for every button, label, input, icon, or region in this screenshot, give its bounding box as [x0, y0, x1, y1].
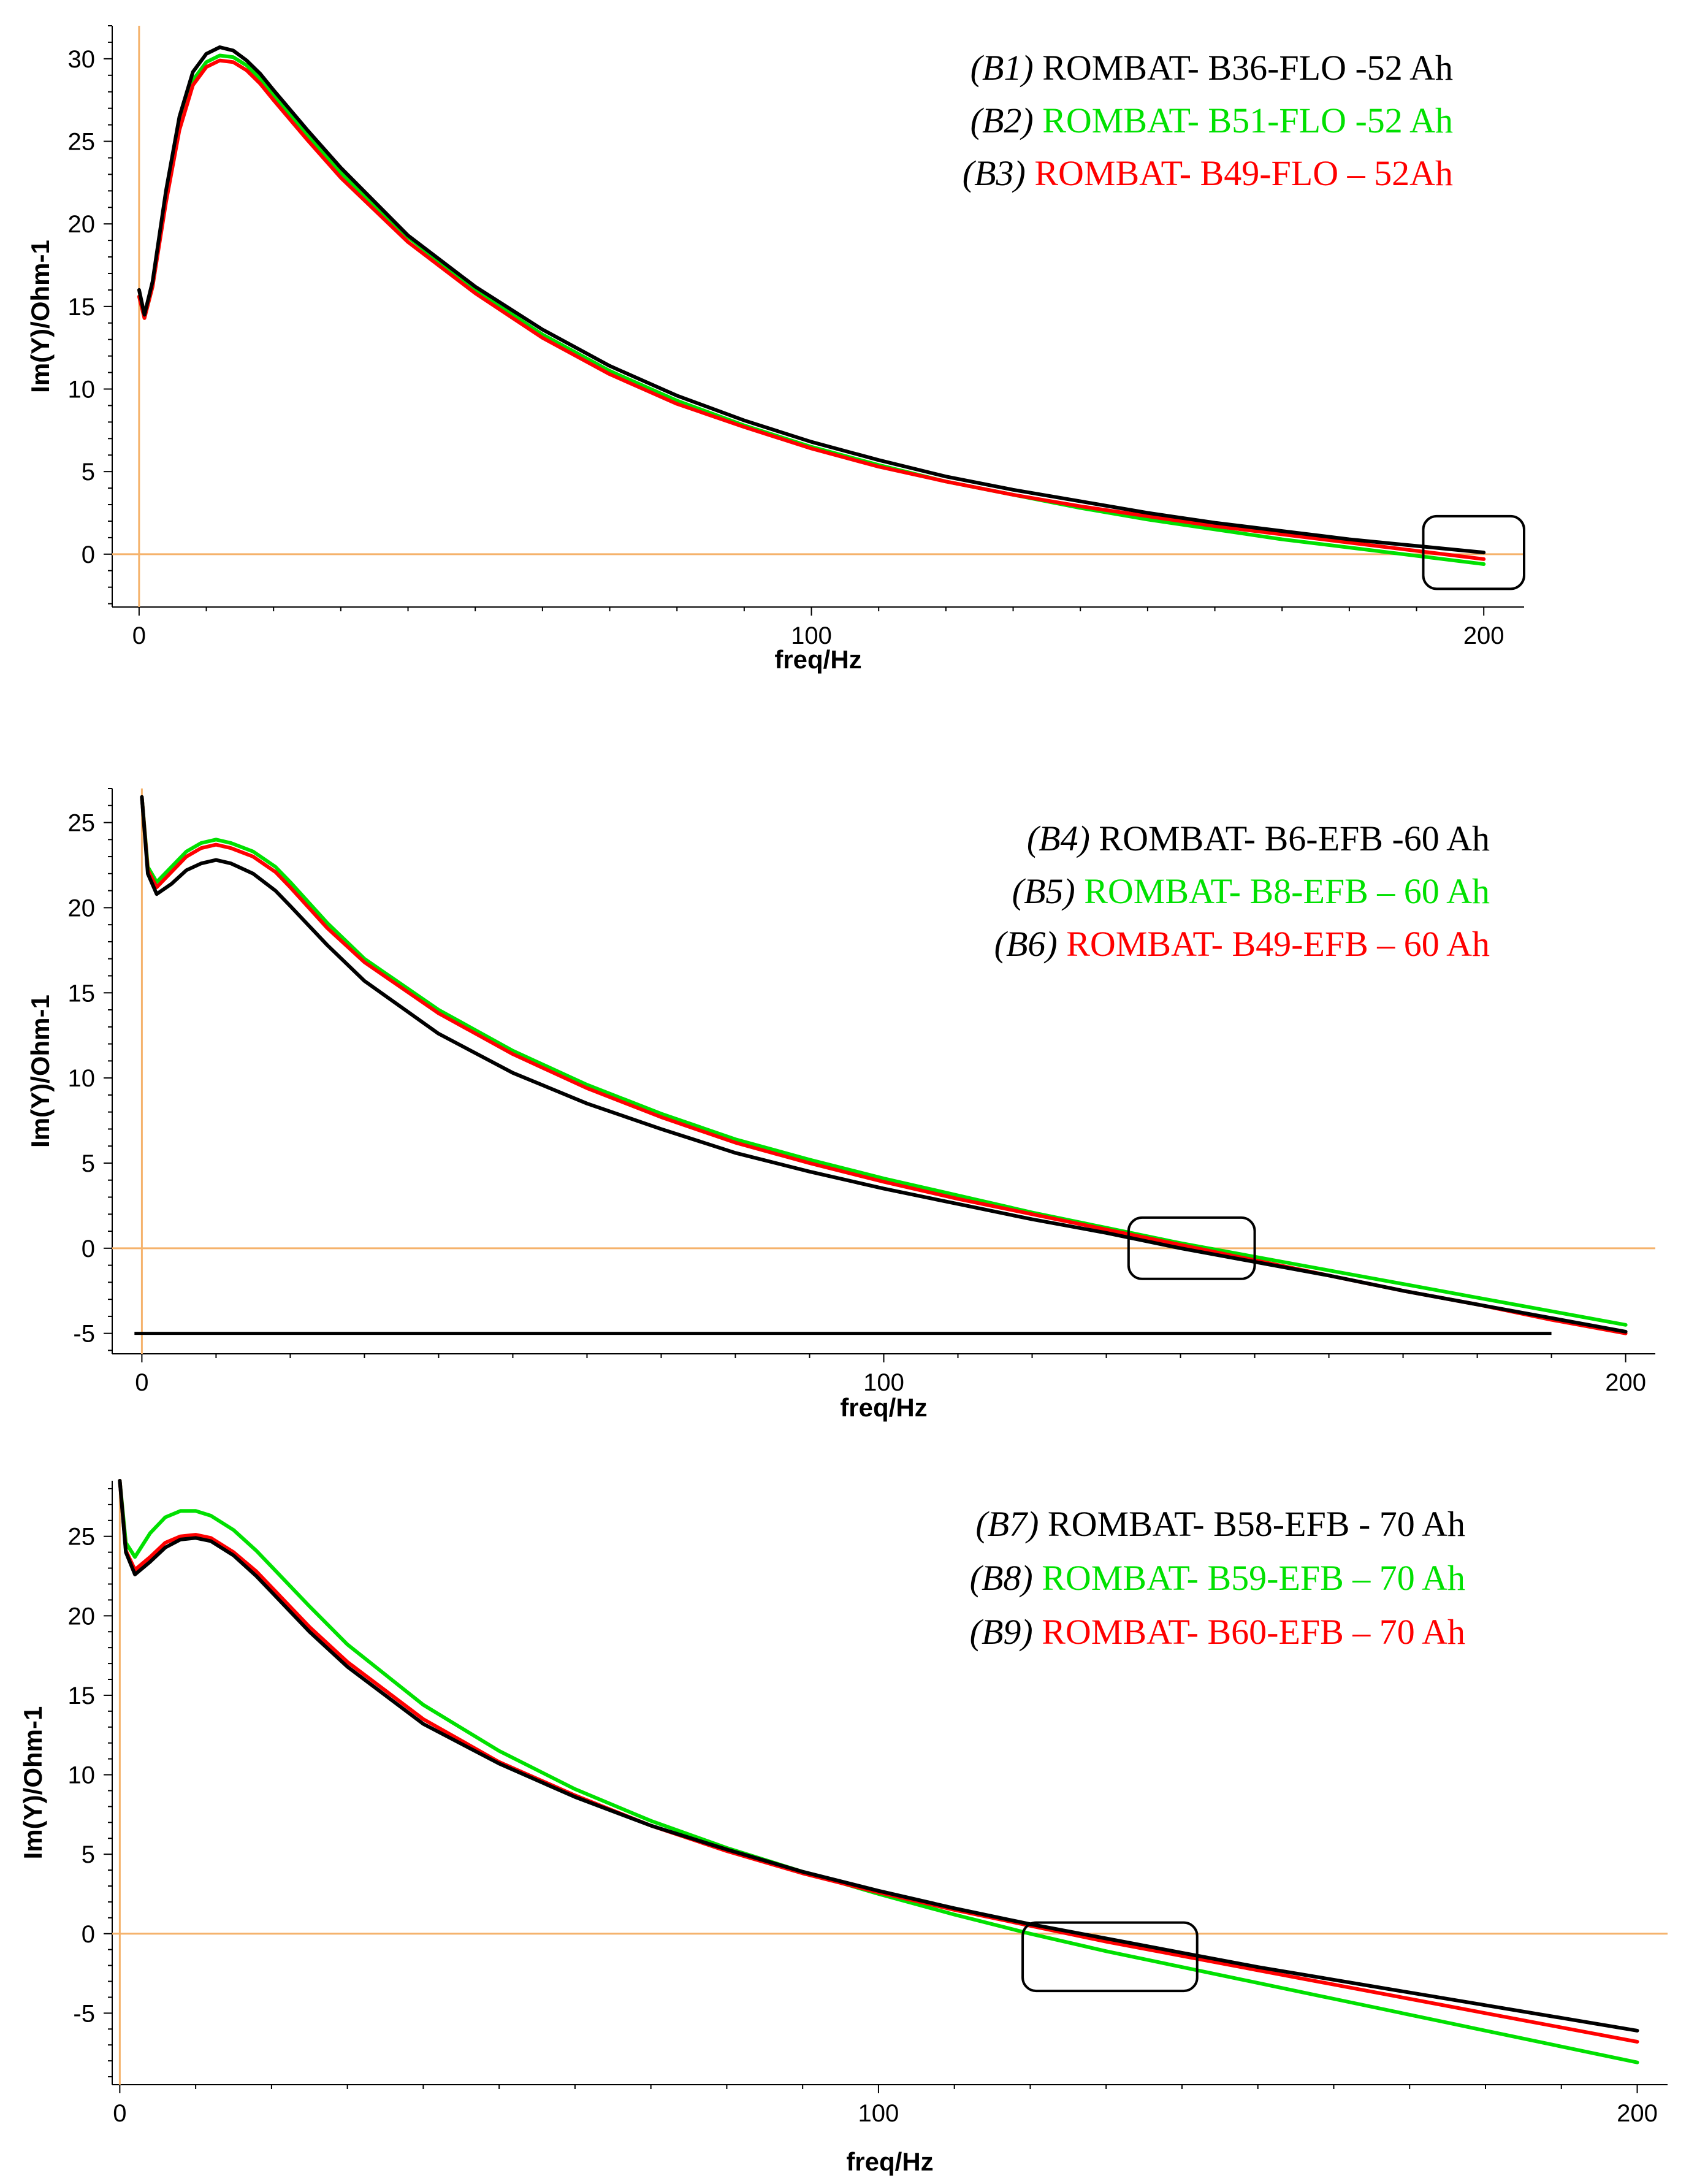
legend-entry: (B7) ROMBAT- B58-EFB - 70 Ah — [975, 1504, 1465, 1544]
chart-panel-1: 0 5 10 15 20 25 30 0 100 200 freq/Hz Im(Y)/Ohm-1 (B1… — [26, 25, 1525, 674]
highlight-box — [1422, 514, 1525, 590]
legend-entry: (B8) ROMBAT- B59-EFB – 70 Ah — [970, 1558, 1465, 1598]
y-axis-title: Im(Y)/Ohm-1 — [18, 1706, 47, 1860]
series-line-b4 — [140, 795, 1628, 1334]
series-line-b2 — [137, 53, 1486, 566]
legend-id: (B9) — [970, 1612, 1033, 1652]
x-tick-label: 0 — [113, 2100, 126, 2127]
y-tick-label: 15 — [68, 294, 96, 321]
y-tick-label: 10 — [68, 376, 96, 403]
legend-label: ROMBAT- B8-EFB – 60 Ah — [1084, 871, 1490, 911]
y-tick-label: 5 — [82, 459, 95, 486]
legend-entry: (B9) ROMBAT- B60-EFB – 70 Ah — [970, 1612, 1465, 1652]
legend-spacer — [1033, 1612, 1042, 1652]
legend-entry: (B6) ROMBAT- B49-EFB – 60 Ah — [994, 924, 1490, 964]
y-tick-label: 5 — [82, 1841, 95, 1868]
x-tick-label: 0 — [132, 622, 146, 649]
y-axis-title: Im(Y)/Ohm-1 — [26, 240, 55, 393]
legend-id: (B8) — [970, 1558, 1033, 1598]
legend-id: (B6) — [994, 924, 1058, 964]
series-line-b1 — [137, 45, 1486, 555]
legend-id: (B2) — [971, 101, 1034, 140]
legend-id: (B3) — [963, 153, 1026, 193]
x-tick-label: 100 — [858, 2100, 899, 2127]
highlight-box — [1127, 1216, 1256, 1280]
x-axis-title: freq/Hz — [846, 2147, 933, 2176]
legend-entry: (B3) ROMBAT- B49-FLO – 52Ah — [963, 153, 1453, 193]
legend-entry: (B2) ROMBAT- B51-FLO -52 Ah — [971, 101, 1453, 140]
legend-entry: (B1) ROMBAT- B36-FLO -52 Ah — [971, 48, 1453, 88]
series-line-b8 — [118, 1479, 1639, 2064]
legend-spacer — [1058, 924, 1067, 964]
x-tick-label: 200 — [1617, 2100, 1658, 2127]
chart-panel-3: -5 0 5 10 15 20 25 0 100 200 freq/Hz Im(Y)/Ohm-1 (B7… — [18, 1479, 1668, 2176]
legend-spacer — [1026, 153, 1035, 193]
y-tick-label: -5 — [73, 1321, 95, 1348]
y-tick-label: 20 — [68, 211, 96, 238]
y-tick-label: 15 — [68, 980, 96, 1007]
y-tick-label: 0 — [82, 541, 95, 568]
legend-label: ROMBAT- B49-EFB – 60 Ah — [1066, 924, 1490, 964]
legend-id: (B1) — [971, 48, 1034, 88]
y-tick-label: 10 — [68, 1762, 96, 1789]
y-tick-label: 0 — [82, 1921, 95, 1948]
x-axis-title: freq/Hz — [840, 1393, 927, 1422]
legend-spacer — [1034, 48, 1043, 88]
legend-spacer — [1039, 1504, 1048, 1544]
y-tick-label: 0 — [82, 1235, 95, 1262]
x-tick-label: 100 — [791, 622, 832, 649]
legend-label: ROMBAT- B6-EFB -60 Ah — [1099, 819, 1490, 858]
legend-entry: (B4) ROMBAT- B6-EFB -60 Ah — [1027, 819, 1490, 858]
legend-entry: (B5) ROMBAT- B8-EFB – 60 Ah — [1012, 871, 1490, 911]
series-line-b5 — [140, 795, 1628, 1327]
legend-spacer — [1090, 819, 1099, 858]
x-tick-label: 100 — [863, 1369, 904, 1396]
legend-label: ROMBAT- B59-EFB – 70 Ah — [1042, 1558, 1465, 1598]
y-tick-label: 25 — [68, 129, 96, 156]
highlight-box — [1021, 1921, 1199, 1993]
y-axis-title: Im(Y)/Ohm-1 — [26, 995, 55, 1148]
legend-id: (B5) — [1012, 871, 1075, 911]
y-tick-label: 10 — [68, 1065, 96, 1092]
legend-spacer — [1075, 871, 1085, 911]
legend-label: ROMBAT- B60-EFB – 70 Ah — [1042, 1612, 1465, 1652]
y-tick-label: 5 — [82, 1150, 95, 1177]
y-tick-label: 25 — [68, 1524, 96, 1551]
legend-id: (B7) — [975, 1504, 1039, 1544]
legend-label: ROMBAT- B49-FLO – 52Ah — [1034, 153, 1453, 193]
y-tick-label: 25 — [68, 810, 96, 837]
legend-label: ROMBAT- B51-FLO -52 Ah — [1042, 101, 1453, 140]
x-tick-label: 200 — [1605, 1369, 1646, 1396]
chart-panel-2: -5 0 5 10 15 20 25 0 100 200 freq/Hz Im(Y)/Ohm-1 (B4… — [26, 788, 1655, 1422]
y-tick-label: -5 — [73, 2000, 95, 2027]
y-tick-label: 30 — [68, 46, 96, 73]
legend-spacer — [1034, 101, 1043, 140]
legend-spacer — [1033, 1558, 1042, 1598]
x-tick-label: 0 — [135, 1369, 148, 1396]
y-tick-label: 20 — [68, 1603, 96, 1630]
series-line-b3 — [137, 58, 1486, 561]
y-tick-label: 15 — [68, 1682, 96, 1709]
x-tick-label: 200 — [1463, 622, 1504, 649]
series-line-b7 — [118, 1479, 1639, 2033]
x-axis-title: freq/Hz — [774, 645, 861, 674]
legend-label: ROMBAT- B36-FLO -52 Ah — [1042, 48, 1453, 88]
legend-label: ROMBAT- B58-EFB - 70 Ah — [1048, 1504, 1465, 1544]
legend-id: (B4) — [1027, 819, 1090, 858]
y-tick-label: 20 — [68, 895, 96, 922]
